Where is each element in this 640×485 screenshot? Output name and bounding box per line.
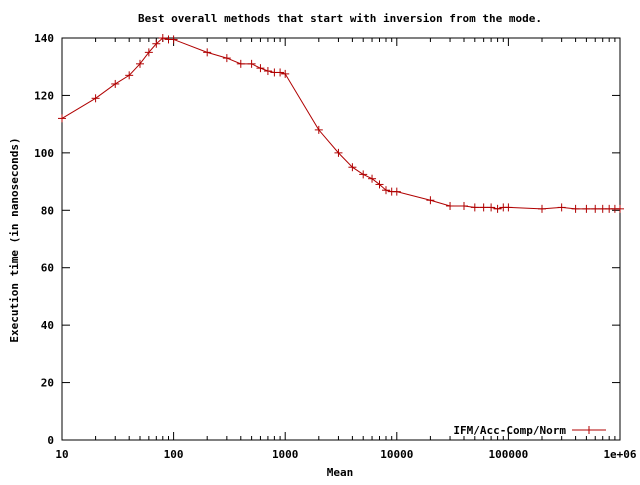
x-tick-label: 10000 <box>380 448 413 461</box>
legend: IFM/Acc-Comp/Norm <box>453 424 606 437</box>
data-point <box>504 203 513 212</box>
data-point <box>125 71 134 80</box>
x-axis-label: Mean <box>327 466 354 479</box>
data-point <box>152 39 161 48</box>
data-point <box>247 59 256 68</box>
data-point <box>487 203 496 212</box>
data-point <box>169 35 178 44</box>
data-point <box>136 59 145 68</box>
series-line <box>61 37 620 210</box>
y-tick-label: 140 <box>34 32 54 45</box>
data-point <box>459 201 468 210</box>
data-point <box>263 67 272 76</box>
data-point <box>144 48 153 57</box>
data-point <box>281 69 290 78</box>
y-tick-label: 40 <box>41 319 54 332</box>
y-tick-label: 60 <box>41 262 54 275</box>
x-tick-label: 100 <box>164 448 184 461</box>
chart-title: Best overall methods that start with inv… <box>138 12 542 25</box>
data-point <box>359 170 368 179</box>
data-point <box>426 196 435 205</box>
y-tick-label: 20 <box>41 377 54 390</box>
data-point <box>158 34 167 42</box>
data-point <box>446 201 455 210</box>
x-tick-label: 100000 <box>489 448 529 461</box>
data-point <box>537 204 546 213</box>
data-point <box>375 180 384 189</box>
legend-label: IFM/Acc-Comp/Norm <box>453 424 566 437</box>
x-tick-label: 10 <box>55 448 68 461</box>
data-point <box>276 68 285 77</box>
y-axis-label: Execution time (in nanoseconds) <box>8 137 21 342</box>
data-point <box>392 187 401 196</box>
data-point <box>58 114 66 123</box>
series-layer <box>58 34 624 213</box>
x-axis-ticks: 10 100 1000 10000 100000 1e+06 <box>55 38 637 461</box>
data-point <box>582 204 591 213</box>
data-point <box>381 186 390 195</box>
data-point <box>479 203 488 212</box>
data-point <box>616 204 624 213</box>
data-point <box>222 54 231 63</box>
y-tick-label: 80 <box>41 204 54 217</box>
data-point <box>314 125 323 134</box>
data-point <box>591 204 600 213</box>
data-point <box>571 204 580 213</box>
y-tick-label: 120 <box>34 89 54 102</box>
y-tick-label: 0 <box>47 434 54 447</box>
y-axis-ticks: 0 20 40 60 80 100 120 140 <box>34 32 620 447</box>
data-point <box>236 59 245 68</box>
data-point <box>111 79 120 88</box>
data-point <box>493 204 502 213</box>
data-point <box>203 48 212 57</box>
data-point <box>557 203 566 212</box>
x-tick-label: 1000 <box>272 448 299 461</box>
data-point <box>256 64 265 73</box>
data-point <box>348 163 357 172</box>
data-point <box>470 203 479 212</box>
data-point <box>91 94 100 103</box>
plot-frame <box>61 37 621 441</box>
x-tick-label: 1e+06 <box>603 448 636 461</box>
y-tick-label: 100 <box>34 147 54 160</box>
data-point <box>334 148 343 157</box>
data-point <box>368 174 377 183</box>
